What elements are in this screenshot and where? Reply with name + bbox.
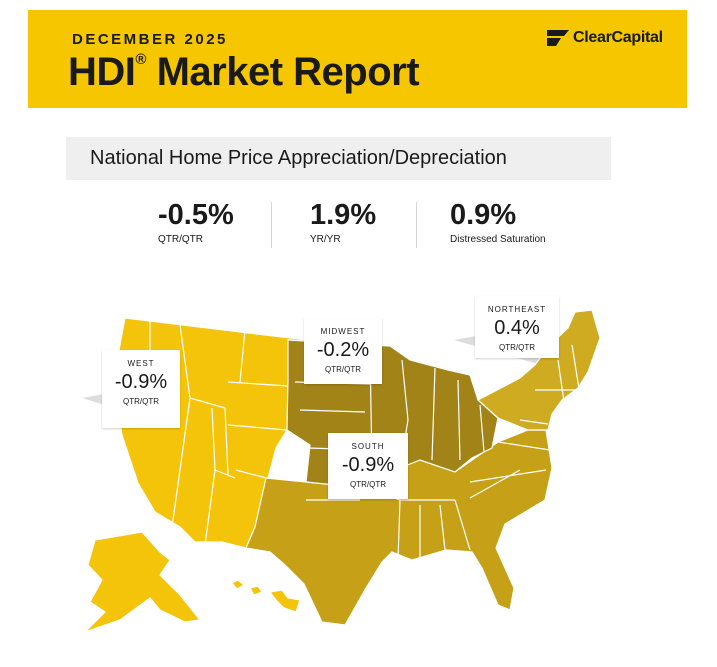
stat-yr-label: YR/YR [310, 234, 341, 245]
callout-midwest-value: -0.2% [316, 339, 370, 361]
callout-northeast: NORTHEAST 0.4% QTR/QTR [475, 296, 559, 358]
title-main: HDI [68, 50, 136, 94]
stat-qtr: -0.5% QTR/QTR [158, 199, 234, 245]
stat-yr: 1.9% YR/YR [310, 199, 376, 245]
clear-capital-logo-icon [547, 30, 569, 46]
stat-distressed-label: Distressed Saturation [450, 234, 546, 245]
section-title: National Home Price Appreciation/Depreci… [90, 147, 507, 169]
section-title-bar: National Home Price Appreciation/Depreci… [66, 137, 611, 180]
callout-west-region: WEST [127, 359, 155, 368]
callout-west: WEST -0.9% QTR/QTR [102, 350, 180, 428]
callout-south-region: SOUTH [351, 442, 385, 451]
callout-west-value: -0.9% [114, 371, 168, 393]
logo-text: ClearCapital [573, 29, 663, 46]
region-west-alaska [84, 531, 202, 633]
callout-northeast-value: 0.4% [494, 317, 540, 339]
callout-south-value: -0.9% [341, 454, 395, 476]
callout-northeast-region: NORTHEAST [487, 305, 547, 314]
stat-qtr-label: QTR/QTR [158, 234, 203, 245]
callout-south-label: QTR/QTR [350, 480, 386, 489]
stat-distressed-value: 0.9% [450, 199, 517, 231]
report-date: DECEMBER 2025 [72, 31, 228, 48]
stat-divider [271, 202, 272, 248]
callout-northeast-label: QTR/QTR [499, 343, 535, 352]
clear-capital-logo: ClearCapital [547, 29, 663, 47]
callout-midwest-region: MIDWEST [320, 327, 366, 336]
stat-distressed: 0.9% Distressed Saturation [450, 199, 546, 245]
stat-divider [416, 202, 417, 248]
callout-west-label: QTR/QTR [123, 397, 159, 406]
header-banner: DECEMBER 2025 HDI® Market Report ClearCa… [28, 10, 687, 108]
title-rest: Market Report [145, 50, 420, 94]
region-west-hawaii [231, 579, 301, 613]
callout-south: SOUTH -0.9% QTR/QTR [328, 433, 408, 499]
region-northeast [476, 309, 601, 431]
registered-mark: ® [135, 51, 146, 68]
report-title: HDI® Market Report [68, 50, 420, 95]
callout-midwest: MIDWEST -0.2% QTR/QTR [304, 318, 382, 384]
stat-yr-value: 1.9% [310, 199, 377, 231]
callout-midwest-label: QTR/QTR [325, 365, 361, 374]
stat-qtr-value: -0.5% [158, 199, 234, 231]
